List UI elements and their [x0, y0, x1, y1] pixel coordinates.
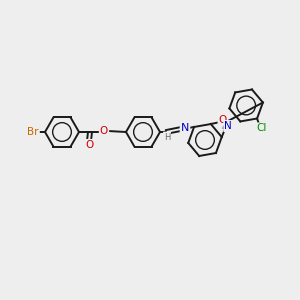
Text: O: O [100, 126, 108, 136]
Text: Cl: Cl [256, 124, 266, 134]
Text: N: N [181, 123, 189, 133]
Text: O: O [85, 140, 93, 150]
Text: N: N [224, 121, 232, 131]
Text: O: O [219, 115, 227, 124]
Text: Br: Br [27, 127, 39, 137]
Text: H: H [164, 133, 170, 142]
